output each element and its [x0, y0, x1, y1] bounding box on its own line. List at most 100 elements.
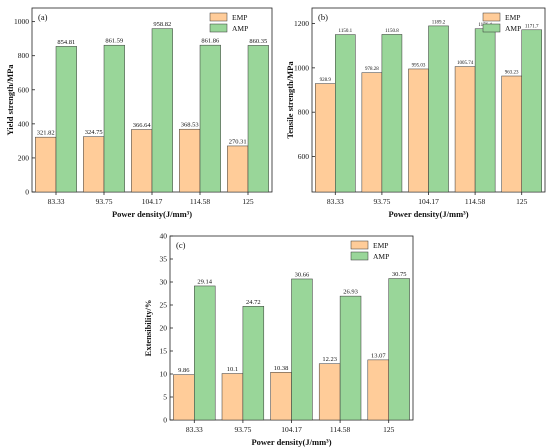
y-tick-label: 1000	[14, 17, 29, 26]
data-label-emp: 13.07	[371, 352, 386, 359]
legend-swatch-amp	[209, 23, 228, 33]
bar-emp	[221, 373, 244, 421]
data-label-amp: 860.35	[249, 38, 267, 45]
x-axis-title: Power density(J/mm³)	[251, 437, 331, 447]
data-label-amp: 1150.1	[339, 29, 353, 34]
bar-emp	[454, 66, 476, 193]
y-tick-label: 400	[18, 119, 30, 128]
bar-amp	[199, 44, 221, 193]
legend: EMP AMP	[209, 12, 248, 33]
data-label-emp: 321.82	[37, 130, 55, 137]
y-tick-label: 600	[18, 85, 30, 94]
data-label-amp: 26.93	[343, 289, 358, 296]
data-label-emp: 928.9	[320, 78, 332, 83]
data-label-emp: 10.1	[227, 366, 238, 373]
data-label-amp: 1189.2	[432, 20, 446, 25]
data-label-emp: 1005.74	[457, 61, 474, 66]
bar-amp	[474, 28, 496, 193]
y-axis-title: Tensile strength/MPa	[285, 61, 295, 139]
data-label-emp: 978.28	[365, 67, 379, 72]
bar-emp	[408, 68, 429, 193]
bar-amp	[388, 278, 410, 421]
bar-emp	[35, 136, 57, 193]
data-label-emp: 9.86	[178, 367, 190, 374]
x-tick-label: 93.75	[373, 197, 390, 206]
x-tick-label: 114.58	[330, 425, 351, 434]
y-tick-label: 1200	[294, 19, 309, 28]
panel-label: (b)	[318, 12, 328, 22]
x-tick-label: 83.33	[186, 425, 203, 434]
data-label-amp: 861.86	[201, 38, 220, 45]
data-label-amp: 29.14	[197, 278, 212, 285]
bar-emp	[367, 359, 389, 421]
y-tick-label: 0	[25, 188, 29, 197]
data-label-emp: 368.53	[181, 122, 199, 129]
bar-amp	[242, 306, 265, 421]
panel-label: (c)	[176, 240, 186, 250]
bar-emp	[83, 136, 105, 193]
x-tick-label: 93.75	[234, 425, 251, 434]
y-tick-label: 35	[160, 255, 168, 264]
legend-label-amp: AMP	[373, 252, 389, 261]
data-label-emp: 12.23	[322, 356, 337, 363]
y-axis-title: Extensibility/%	[143, 300, 153, 357]
legend-label-amp: AMP	[505, 24, 521, 33]
bar-amp	[339, 295, 362, 421]
x-tick-label: 114.58	[190, 197, 211, 206]
y-tick-label: 20	[160, 324, 168, 333]
legend-label-amp: AMP	[232, 24, 248, 33]
bar-emp	[270, 372, 292, 421]
x-tick-label: 104.17	[142, 197, 163, 206]
legend-label-emp: EMP	[373, 241, 388, 250]
panel-label: (a)	[38, 12, 48, 22]
x-tick-label: 125	[383, 425, 395, 434]
y-tick-label: 25	[160, 301, 168, 310]
bar-emp	[315, 83, 336, 193]
bar-amp	[151, 28, 173, 193]
y-tick-label: 0	[163, 416, 167, 425]
legend: EMP AMP	[482, 12, 521, 33]
y-tick-label: 5	[163, 393, 167, 402]
bar-amp	[291, 278, 313, 421]
legend-swatch-emp	[209, 12, 228, 22]
legend-swatch-amp	[482, 23, 501, 33]
bar-emp	[227, 145, 249, 193]
x-tick-label: 125	[516, 197, 528, 206]
x-tick-label: 104.17	[281, 425, 302, 434]
y-tick-label: 40	[160, 232, 168, 241]
y-tick-label: 800	[298, 108, 310, 117]
data-label-amp: 30.75	[392, 271, 407, 278]
x-tick-label: 93.75	[96, 197, 113, 206]
bar-amp	[55, 46, 77, 193]
data-label-amp: 854.81	[57, 39, 75, 46]
x-tick-label: 125	[242, 197, 254, 206]
y-tick-label: 1000	[294, 63, 309, 72]
legend-label-emp: EMP	[232, 13, 247, 22]
data-label-amp: 958.82	[153, 21, 171, 28]
x-tick-label: 114.58	[465, 197, 486, 206]
bar-amp	[335, 34, 356, 193]
y-tick-label: 800	[18, 51, 30, 60]
legend: EMP AMP	[350, 240, 389, 261]
y-tick-label: 30	[160, 278, 168, 287]
data-label-emp: 995.03	[412, 63, 426, 68]
y-tick-label: 10	[160, 370, 168, 379]
data-label-amp: 24.72	[246, 299, 261, 306]
bar-amp	[247, 45, 269, 193]
bar-emp	[179, 128, 201, 193]
x-tick-label: 83.33	[327, 197, 344, 206]
data-label-emp: 270.31	[229, 138, 247, 145]
data-label-emp: 963.23	[505, 71, 519, 76]
data-label-emp: 10.38	[274, 365, 289, 372]
y-axis-title: Yield strength/MPa	[5, 64, 15, 136]
data-label-amp: 1171.7	[525, 24, 539, 29]
x-tick-label: 83.33	[48, 197, 65, 206]
y-tick-label: 200	[18, 153, 30, 162]
x-axis-title: Power density(J/mm³)	[388, 209, 468, 219]
y-tick-label: 15	[160, 347, 168, 356]
x-axis-title: Power density(J/mm³)	[112, 209, 192, 219]
bar-amp	[521, 29, 542, 193]
chart-panel-1: 0 200 400 600 800 1000 321.82 854.81 83.33 324.75…	[5, 7, 273, 219]
bar-amp	[103, 44, 125, 193]
